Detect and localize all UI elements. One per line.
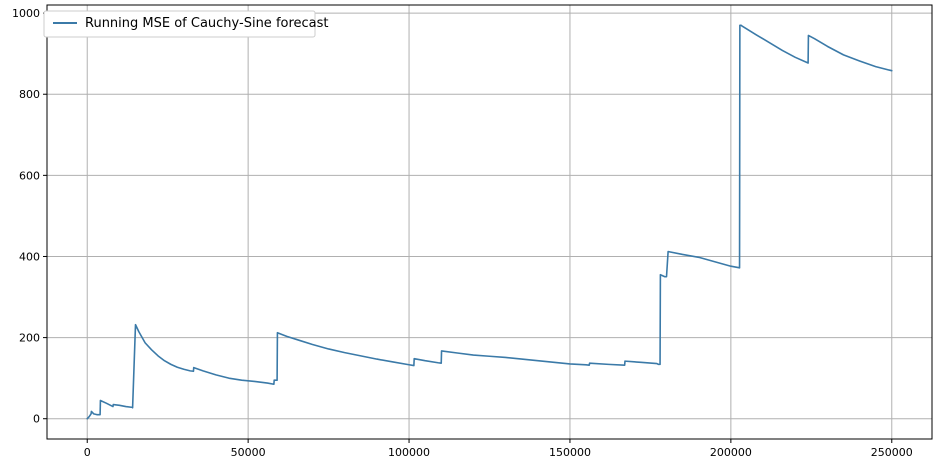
x-tick-label: 150000 xyxy=(549,446,591,459)
x-tick-label: 100000 xyxy=(388,446,430,459)
x-tick-label: 250000 xyxy=(871,446,913,459)
plot-frame xyxy=(46,4,933,440)
series-layer xyxy=(86,24,893,420)
y-tick-label: 0 xyxy=(33,413,40,426)
y-tick-label: 600 xyxy=(19,169,40,182)
legend-box xyxy=(43,10,316,38)
legend: Running MSE of Cauchy-Sine forecast xyxy=(43,10,329,38)
y-axis: 0 200 400 600 800 1000 xyxy=(12,7,47,426)
x-tick-label: 50000 xyxy=(231,446,266,459)
x-axis: 0 50000 100000 150000 200000 250000 xyxy=(84,439,913,459)
y-tick-label: 800 xyxy=(19,88,40,101)
x-tick-label: 0 xyxy=(84,446,91,459)
y-tick-label: 1000 xyxy=(12,7,40,20)
grid-layer xyxy=(47,5,932,439)
x-tick-label: 200000 xyxy=(710,446,752,459)
y-tick-label: 400 xyxy=(19,250,40,263)
y-tick-label: 200 xyxy=(19,332,40,345)
series-line xyxy=(86,24,893,420)
legend-label: Running MSE of Cauchy-Sine forecast xyxy=(85,16,329,31)
